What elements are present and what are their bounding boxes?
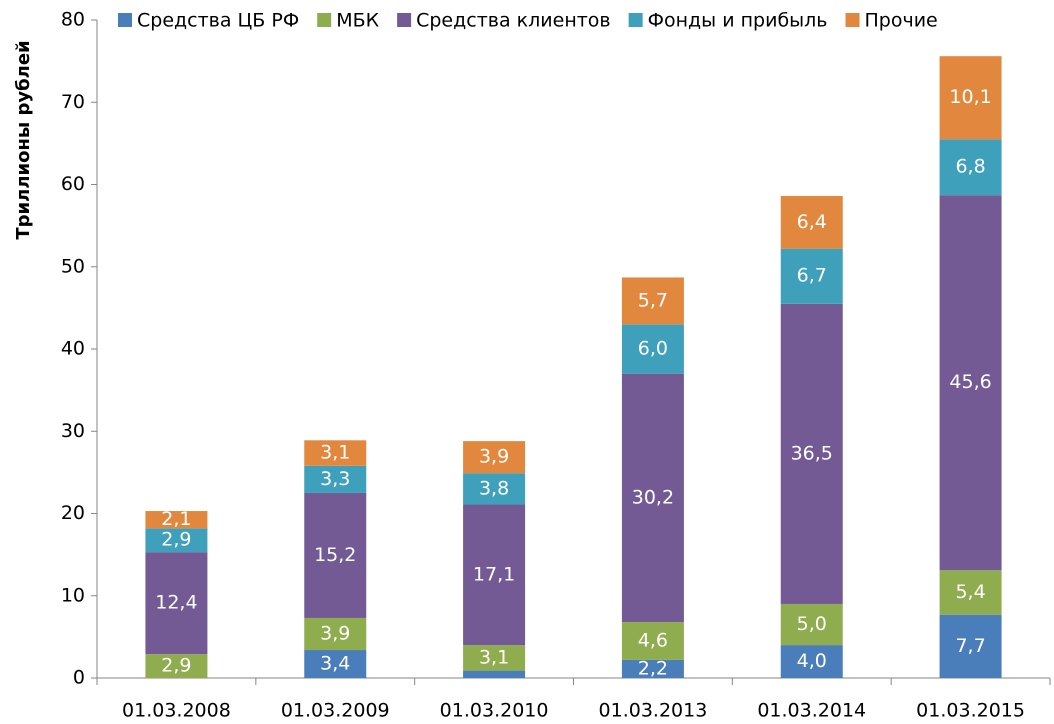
data-label: 3,1 <box>320 442 350 464</box>
bar-segment <box>304 492 367 618</box>
data-label: 12,4 <box>155 592 197 614</box>
data-label: 17,1 <box>473 563 515 585</box>
legend-label: Фонды и прибыль <box>648 10 828 32</box>
legend-swatch <box>317 13 332 27</box>
x-tick-label: 01.03.2014 <box>757 700 866 722</box>
bar-segment <box>463 645 526 671</box>
bar-segment <box>463 504 526 646</box>
data-label: 3,4 <box>320 653 350 675</box>
y-tick-label: 10 <box>61 584 85 606</box>
bar-segment <box>780 303 843 604</box>
y-tick-label: 70 <box>61 91 85 113</box>
bar-segment <box>621 622 684 660</box>
data-label: 30,2 <box>632 486 674 508</box>
legend-label: Средства клиентов <box>416 10 611 32</box>
y-tick-label: 80 <box>61 9 85 31</box>
bar-segment <box>145 511 208 529</box>
data-label: 6,7 <box>797 265 827 287</box>
data-label: 3,9 <box>320 622 350 644</box>
data-label: 6,0 <box>638 338 668 360</box>
bar-segment <box>145 528 208 553</box>
bar-segment <box>304 650 367 678</box>
bar-segment <box>780 603 843 646</box>
y-axis-label: Триллионы рублей <box>13 40 34 239</box>
bar-segment <box>939 614 1002 678</box>
bar-segment <box>145 654 208 678</box>
bar-segment <box>304 440 367 466</box>
bar-segment <box>463 670 526 678</box>
data-label: 2,9 <box>161 529 191 551</box>
y-tick-label: 40 <box>61 338 85 360</box>
y-tick-label: 30 <box>61 420 85 442</box>
data-label: 5,7 <box>638 289 668 311</box>
data-label: 36,5 <box>791 442 833 464</box>
legend-label: Средства ЦБ РФ <box>137 10 299 32</box>
bar-segment <box>621 373 684 623</box>
data-label: 5,0 <box>797 613 827 635</box>
bar-segment <box>145 552 208 655</box>
y-tick-label: 60 <box>61 173 85 195</box>
bar-segment <box>621 659 684 678</box>
data-label: 6,4 <box>797 211 827 233</box>
bar-segment <box>939 139 1002 196</box>
data-label: 3,8 <box>479 477 509 499</box>
x-tick-label: 01.03.2015 <box>916 700 1025 722</box>
bar-segment <box>621 277 684 325</box>
legend-label: Прочие <box>865 10 938 32</box>
y-tick-label: 50 <box>61 255 85 277</box>
data-label: 45,6 <box>949 371 991 393</box>
x-tick-label: 01.03.2010 <box>440 700 549 722</box>
data-label: 10,1 <box>949 86 991 108</box>
bar-segment <box>780 645 843 678</box>
y-tick-label: 0 <box>73 667 85 689</box>
bar-segment <box>621 324 684 374</box>
bar-segment <box>780 248 843 304</box>
legend-swatch <box>118 13 132 27</box>
data-label: 3,1 <box>479 646 509 668</box>
data-label: 5,4 <box>955 581 985 603</box>
data-label: 7,7 <box>955 635 985 657</box>
data-label: 4,6 <box>638 629 668 651</box>
data-label: 15,2 <box>314 544 356 566</box>
data-label: 3,9 <box>479 446 509 468</box>
legend-swatch <box>397 13 412 27</box>
legend-swatch <box>628 13 643 27</box>
bar-segment <box>304 465 367 493</box>
data-label: 2,2 <box>638 657 668 679</box>
bar-segment <box>939 195 1002 571</box>
data-label: 2,9 <box>161 655 191 677</box>
bar-segment <box>463 441 526 474</box>
x-tick-label: 01.03.2009 <box>281 700 390 722</box>
bar-segment <box>304 617 367 651</box>
bar-segment <box>463 473 526 505</box>
data-label: 6,8 <box>955 156 985 178</box>
bar-segment <box>939 570 1002 615</box>
bar-segment <box>939 56 1002 140</box>
legend-swatch <box>845 13 860 27</box>
data-label: 3,3 <box>320 468 350 490</box>
x-tick-label: 01.03.2008 <box>122 700 231 722</box>
y-tick-label: 20 <box>61 502 85 524</box>
x-tick-label: 01.03.2013 <box>599 700 708 722</box>
legend-label: МБК <box>336 10 379 32</box>
bar-segment <box>780 196 843 249</box>
data-label: 2,1 <box>161 508 191 530</box>
data-label: 4,0 <box>797 650 827 672</box>
